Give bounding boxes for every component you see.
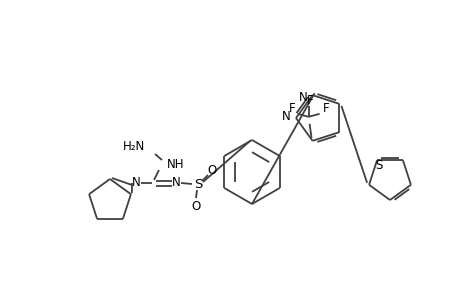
Text: S: S: [375, 159, 382, 172]
Text: N: N: [131, 176, 140, 190]
Text: O: O: [207, 164, 216, 176]
Text: H₂N: H₂N: [123, 140, 145, 154]
Text: F: F: [323, 102, 329, 115]
Text: N: N: [298, 91, 307, 104]
Text: S: S: [193, 178, 202, 191]
Text: N: N: [282, 110, 291, 122]
Text: N: N: [171, 176, 180, 190]
Text: F: F: [307, 94, 313, 107]
Text: O: O: [191, 200, 200, 214]
Text: F: F: [289, 102, 295, 115]
Text: NH: NH: [167, 158, 184, 170]
